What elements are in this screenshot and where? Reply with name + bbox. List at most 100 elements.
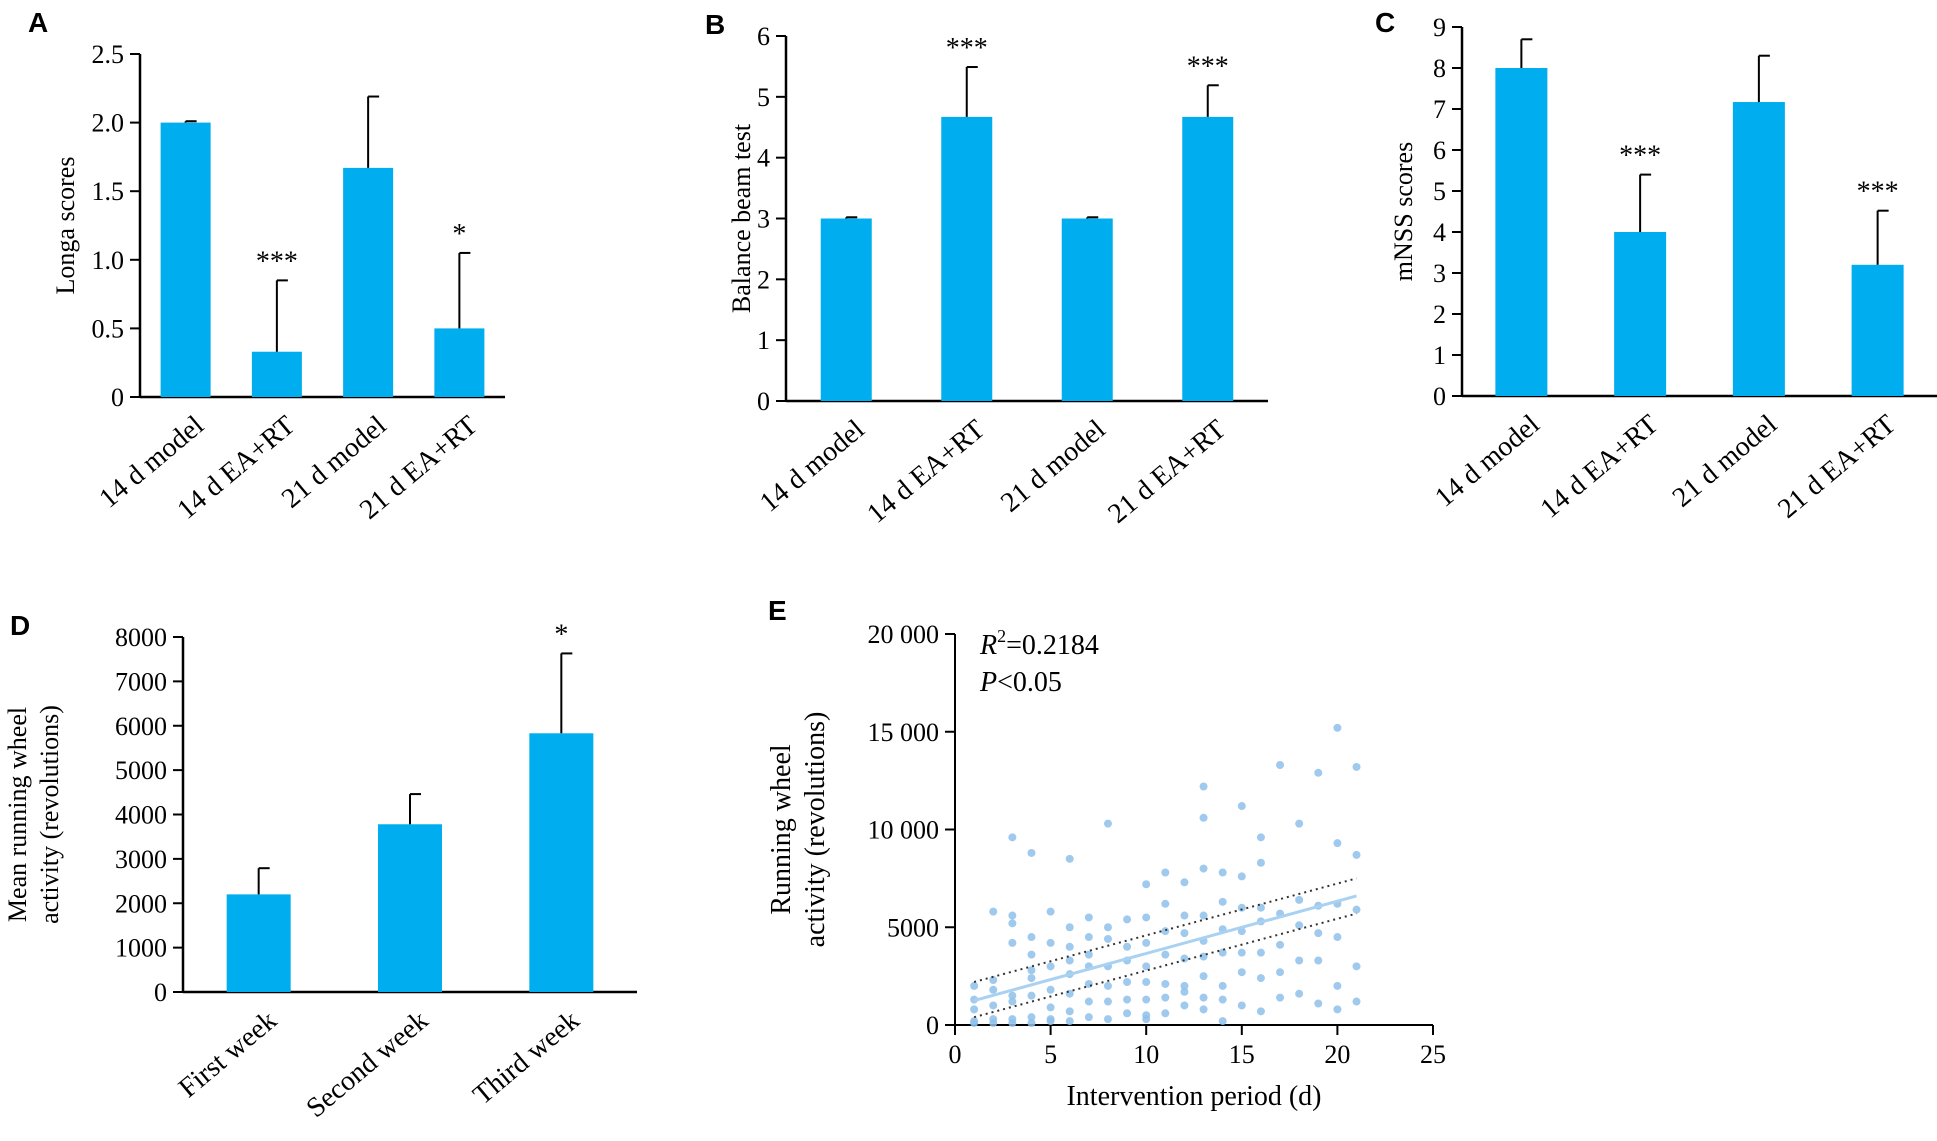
scatter-point [1180, 878, 1189, 887]
x-category-label: 14 d EA+RT [1535, 409, 1665, 525]
scatter-point [1161, 1009, 1170, 1018]
y-tick-label: 5 [757, 83, 770, 112]
bar [529, 733, 594, 992]
scatter-point [1180, 981, 1189, 990]
scatter-point [989, 985, 998, 994]
scatter-point [1027, 933, 1036, 942]
scatter-point [1161, 993, 1170, 1002]
scatter-point [1008, 919, 1017, 928]
scatter-point [1333, 839, 1342, 848]
scatter-point [1237, 872, 1246, 881]
scatter-point [1314, 999, 1323, 1008]
scatter-point [1103, 923, 1112, 932]
y-tick-label: 0 [926, 1011, 939, 1040]
y-tick-label: 1.0 [92, 246, 125, 275]
scatter-point [1314, 929, 1323, 938]
scatter-point [989, 1019, 998, 1028]
p-value-annotation: P<0.05 [979, 667, 1062, 698]
scatter-point [1237, 948, 1246, 957]
y-axis-label: activity (revolutions) [35, 705, 64, 924]
scatter-point [1142, 913, 1151, 922]
y-tick-label: 1 [1433, 341, 1446, 370]
y-tick-label: 4000 [115, 801, 167, 830]
scatter-point [1027, 1019, 1036, 1028]
scatter-point [1046, 1003, 1055, 1012]
chart-panel-d: 0 1000 2000 3000 4000 5000 6000 7000 8000 Mean ru… [3, 619, 637, 1124]
scatter-point [1218, 948, 1227, 957]
scatter-point [1046, 1015, 1055, 1024]
bar [1732, 102, 1785, 396]
bar [1182, 116, 1234, 402]
panel-label-d: D [10, 610, 30, 641]
scatter-point [1276, 940, 1285, 949]
x-category-label: 14 d model [754, 414, 871, 519]
scatter-point [1295, 921, 1304, 930]
scatter-point [1027, 991, 1036, 1000]
y-tick-label: 2.5 [92, 40, 125, 69]
scatter-point [1123, 915, 1132, 924]
scatter-point [1065, 1017, 1074, 1026]
scatter-point [1065, 956, 1074, 965]
scatter-point [1237, 1001, 1246, 1010]
scatter-point [1084, 913, 1093, 922]
significance-label: *** [1619, 141, 1661, 172]
x-axis-label: Intervention period (d) [1066, 1081, 1321, 1112]
y-tick-label: 5000 [887, 913, 939, 942]
y-axis-label: Running wheel [766, 744, 797, 915]
bar [343, 167, 394, 397]
y-tick-label: 0 [1433, 382, 1446, 411]
y-tick-label: 3 [757, 205, 770, 234]
significance-label: *** [256, 246, 298, 277]
y-axis-label: Mean running wheel [3, 707, 32, 922]
scatter-point [989, 976, 998, 985]
scatter-point [1027, 1013, 1036, 1022]
significance-label: *** [946, 33, 988, 64]
bar [226, 894, 291, 992]
scatter-point [1295, 895, 1304, 904]
confidence-band-upper [973, 877, 1357, 983]
y-axis-label: Balance beam test [727, 123, 756, 313]
y-tick-label: 5000 [115, 756, 167, 785]
y-tick-label: 15 000 [868, 718, 940, 747]
x-tick-label: 10 [1133, 1040, 1159, 1069]
panel-label-e: E [768, 595, 787, 626]
scatter-point [1008, 911, 1017, 920]
scatter-point [1256, 833, 1265, 842]
scatter-point [1218, 981, 1227, 990]
x-tick-label: 0 [949, 1040, 962, 1069]
scatter-point [1180, 929, 1189, 938]
scatter-point [1142, 880, 1151, 889]
x-category-label: 21 d model [995, 414, 1112, 519]
scatter-point [1084, 933, 1093, 942]
scatter-point [1046, 907, 1055, 916]
scatter-point [1027, 950, 1036, 959]
scatter-point [1161, 979, 1170, 988]
chart-panel-e: 0 5 10 15 20 25 0 5000 10 000 15 000 20 000 Interve… [766, 620, 1446, 1112]
y-tick-label: 1 [757, 326, 770, 355]
y-tick-label: 20 000 [868, 620, 940, 649]
scatter-point [1352, 997, 1361, 1006]
y-axis-label: Longa scores [51, 157, 80, 295]
scatter-point [1046, 985, 1055, 994]
scatter-point [1352, 762, 1361, 771]
scatter-point [1237, 802, 1246, 811]
bar [251, 351, 302, 397]
y-tick-label: 8000 [115, 623, 167, 652]
scatter-point [1084, 1013, 1093, 1022]
significance-label: * [554, 619, 568, 650]
bar [820, 218, 872, 401]
scatter-point [1199, 993, 1208, 1002]
x-tick-label: 5 [1044, 1040, 1057, 1069]
scatter-point [1199, 1005, 1208, 1014]
scatter-point [1237, 968, 1246, 977]
y-tick-label: 6 [757, 22, 770, 51]
scatter-point [1142, 977, 1151, 986]
y-tick-label: 4 [757, 144, 770, 173]
scatter-point [1065, 1007, 1074, 1016]
scatter-point [1276, 760, 1285, 769]
bar [941, 116, 993, 402]
significance-label: * [452, 219, 466, 250]
x-category-label: Third week [467, 1005, 585, 1111]
scatter-point [1256, 948, 1265, 957]
scatter-point [1314, 956, 1323, 965]
